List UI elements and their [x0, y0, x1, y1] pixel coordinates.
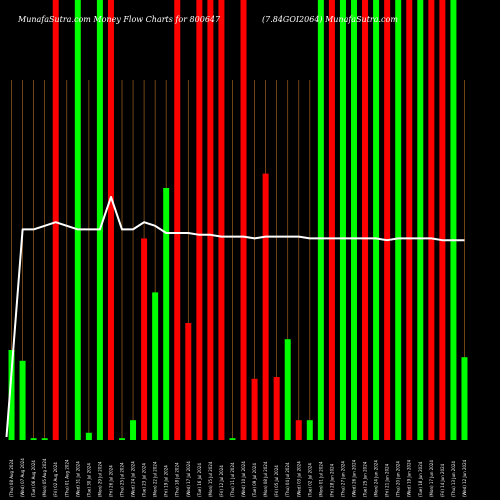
bar-up: [417, 0, 424, 440]
x-tick-label: (Thu) 04 Jul 2024: [285, 462, 290, 497]
x-tick-label: (Tue) 16 Jul 2024: [197, 463, 202, 497]
x-tick-label: (Mon) 29 Jul 2024: [97, 461, 102, 497]
x-tick-label: (Tue) 30 Jul 2024: [86, 463, 91, 497]
x-tick-label: (Wed) 12 Jun 2024: [462, 459, 467, 497]
x-tick-label: (Fri) 02 Aug 2024: [53, 462, 58, 497]
bar-down: [328, 0, 335, 440]
x-tick-label: (Wed) 10 Jul 2024: [241, 461, 246, 497]
bars: [8, 0, 468, 440]
bar-down: [141, 238, 148, 440]
x-tick-label: (Mon) 24 Jun 2024: [374, 460, 379, 497]
bar-up: [85, 432, 92, 440]
bar-down: [251, 378, 258, 440]
bar-up: [461, 357, 468, 440]
x-tick-label: (Tue) 25 Jun 2024: [363, 461, 368, 497]
x-tick-label: (Fri) 05 Jul 2024: [274, 465, 279, 497]
bar-up: [130, 420, 137, 440]
x-tick-label: (Thu) 08 Aug 2024: [9, 459, 14, 497]
bar-up: [395, 0, 402, 440]
bar-down: [196, 0, 203, 440]
x-tick-label: (Tue) 23 Jul 2024: [142, 463, 147, 497]
bar-down: [428, 0, 435, 440]
bar-up: [96, 0, 103, 440]
x-tick-label: (Thu) 01 Aug 2024: [64, 459, 69, 497]
x-tick-label: (Thu) 27 Jun 2024: [340, 461, 345, 497]
x-tick-label: (Thu) 20 Jun 2024: [396, 461, 401, 497]
x-tick-label: (Mon) 01 Jul 2024: [318, 461, 323, 497]
bar-down: [439, 0, 446, 440]
x-tick-label: (Mon) 08 Jul 2024: [263, 461, 268, 497]
x-tick-label: (Tue) 06 Aug 2024: [31, 460, 36, 497]
price-line: [5, 196, 465, 438]
x-tick-label: (Mon) 15 Jul 2024: [208, 461, 213, 497]
bar-up: [163, 188, 170, 440]
x-tick-label: (Fri) 19 Jul 2024: [164, 465, 169, 497]
bar-up: [229, 438, 236, 440]
x-tick-label: (Wed) 31 Jul 2024: [75, 461, 80, 497]
bar-up: [351, 0, 357, 440]
x-tick-label: (Wed) 26 Jun 2024: [352, 459, 357, 497]
x-tick-label: (Wed) 19 Jun 2024: [407, 459, 412, 497]
bar-down: [174, 0, 181, 440]
bar-up: [317, 0, 324, 440]
bar-down: [406, 0, 413, 440]
x-tick-label: (Tue) 09 Jul 2024: [252, 463, 257, 497]
x-tick-label: (Thu) 11 Jul 2024: [230, 462, 235, 497]
x-tick-label: (Fri) 14 Jun 2024: [440, 463, 445, 497]
bar-down: [185, 323, 192, 440]
bar-up: [306, 420, 313, 440]
bar-down: [52, 0, 59, 440]
x-tick-label: (Wed) 03 Jul 2024: [296, 461, 301, 497]
bar-down: [262, 173, 269, 440]
bar-down: [384, 0, 391, 440]
x-tick-label: (Wed) 07 Aug 2024: [20, 458, 25, 497]
bar-up: [339, 0, 346, 440]
bar-down: [295, 420, 302, 440]
bar-up: [74, 0, 81, 440]
bar-down: [107, 0, 114, 440]
bar-up: [30, 438, 37, 440]
bar-up: [19, 360, 26, 440]
x-tick-label: (Fri) 28 Jun 2024: [329, 463, 334, 497]
x-tick-label: (Fri) 21 Jun 2024: [385, 463, 390, 497]
bar-down: [240, 0, 247, 440]
bar-up: [8, 350, 15, 440]
bar-down: [273, 377, 280, 440]
x-tick-label: (Mon) 17 Jun 2024: [429, 460, 434, 497]
x-tick-label: (Tue) 18 Jun 2024: [418, 461, 423, 497]
bar-up: [119, 438, 125, 440]
x-tick-label: (Tue) 02 Jul 2024: [307, 463, 312, 497]
x-tick-label: (Thu) 13 Jun 2024: [451, 461, 456, 497]
x-tick-label: (Mon) 05 Aug 2024: [42, 458, 47, 497]
x-tick-labels: (Thu) 08 Aug 2024 (Wed) 07 Aug 2024 (Tue) …: [9, 458, 467, 497]
x-tick-label: (Fri) 12 Jul 2024: [219, 465, 224, 497]
bar-up: [450, 0, 457, 440]
chart-title-left: MunafaSutra.com Money Flow Charts for 80…: [17, 15, 221, 24]
bar-up: [152, 292, 159, 440]
chart-title-right: (7.84GOI2064) MunafaSutra.com: [262, 15, 398, 24]
bar-up: [373, 0, 380, 440]
bar-down: [362, 0, 369, 440]
x-tick-label: (Thu) 25 Jul 2024: [120, 462, 125, 497]
x-tick-label: (Thu) 18 Jul 2024: [175, 462, 180, 497]
x-tick-label: (Wed) 24 Jul 2024: [131, 461, 136, 497]
bar-up: [41, 438, 48, 440]
x-tick-label: (Mon) 22 Jul 2024: [153, 461, 158, 497]
bar-down: [218, 0, 225, 440]
bar-down: [207, 0, 214, 440]
bar-up: [284, 339, 291, 440]
x-tick-label: (Wed) 17 Jul 2024: [186, 461, 191, 497]
x-tick-label: (Fri) 26 Jul 2024: [108, 465, 113, 497]
